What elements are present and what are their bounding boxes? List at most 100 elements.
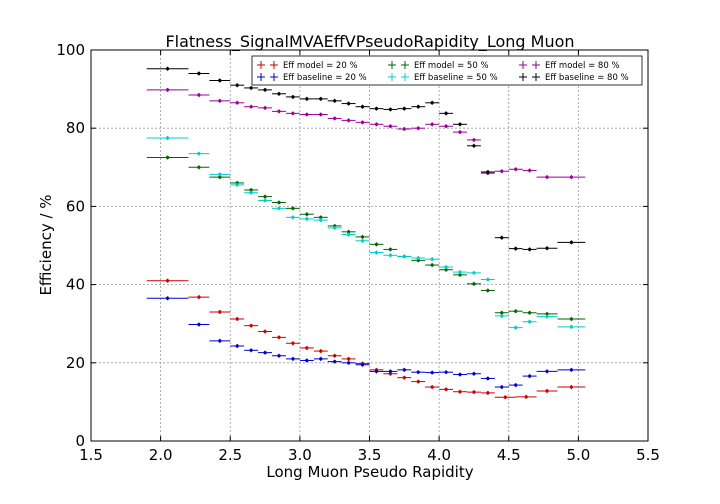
data-point <box>230 100 245 105</box>
point-marker <box>388 124 392 128</box>
point-marker <box>569 175 574 179</box>
data-point <box>397 106 412 111</box>
x-axis-title: Long Muon Pseudo Rapidity <box>266 463 473 481</box>
point-marker <box>263 198 267 203</box>
data-point <box>188 151 210 156</box>
data-point <box>188 92 210 97</box>
data-point <box>285 111 300 116</box>
point-marker <box>500 311 504 315</box>
point-marker <box>263 329 267 334</box>
data-point <box>230 317 245 322</box>
data-point <box>508 167 523 172</box>
point-marker <box>165 67 170 71</box>
point-marker <box>416 370 420 374</box>
point-marker <box>333 360 337 364</box>
point-marker <box>458 130 462 134</box>
data-point <box>480 390 495 395</box>
point-marker <box>277 206 281 210</box>
point-marker <box>291 206 295 210</box>
point-marker <box>416 258 420 262</box>
point-marker <box>277 200 281 205</box>
data-point <box>522 310 537 315</box>
point-marker <box>197 322 201 327</box>
point-marker <box>197 71 201 76</box>
data-point <box>439 370 454 375</box>
data-point <box>515 394 537 399</box>
data-point <box>494 235 509 240</box>
data-point <box>494 385 509 390</box>
data-point <box>522 247 537 252</box>
data-point <box>397 126 412 131</box>
x-tick-label: 4.0 <box>427 446 451 464</box>
point-marker <box>528 311 532 315</box>
point-marker <box>165 279 170 283</box>
data-point <box>355 362 370 367</box>
point-marker <box>319 349 323 353</box>
point-marker <box>291 215 295 219</box>
data-point <box>244 323 259 328</box>
point-marker <box>305 346 309 350</box>
point-marker <box>165 155 170 160</box>
point-marker <box>514 326 518 330</box>
axis-ticks: 1.5 2.0 2.5 3.0 3.5 4.0 4.5 5.0 5.5 0 20 40 60 80 100 <box>56 41 660 464</box>
data-point <box>230 83 245 88</box>
data-point <box>272 335 286 340</box>
data-point <box>397 254 412 259</box>
point-marker <box>305 217 309 221</box>
point-marker <box>347 101 351 106</box>
point-marker <box>416 105 420 109</box>
data-point <box>299 112 314 117</box>
data-point <box>480 277 495 282</box>
data-point <box>453 389 467 394</box>
data-point <box>299 96 314 101</box>
point-marker <box>472 144 476 148</box>
data-point <box>453 372 467 377</box>
point-marker <box>569 368 574 372</box>
data-point <box>536 311 558 316</box>
point-marker <box>263 195 267 199</box>
point-marker <box>165 88 170 92</box>
point-marker <box>545 369 549 374</box>
data-point <box>439 265 454 270</box>
data-point <box>536 246 558 251</box>
point-marker <box>360 235 365 239</box>
data-point <box>397 375 412 380</box>
data-point <box>425 385 440 390</box>
series-2 <box>146 296 586 390</box>
point-marker <box>305 97 309 101</box>
point-marker <box>305 358 309 363</box>
data-point <box>244 85 259 90</box>
data-point <box>411 379 426 384</box>
point-marker <box>388 107 392 112</box>
y-tick-label: 60 <box>66 197 85 215</box>
data-point <box>299 216 314 221</box>
legend: Eff model = 20 % Eff baseline = 20 % Eff m… <box>251 55 643 86</box>
point-marker <box>444 111 448 115</box>
point-marker <box>500 385 504 389</box>
point-marker <box>374 122 379 126</box>
point-marker <box>402 376 406 380</box>
data-point <box>425 370 440 375</box>
point-marker <box>486 376 490 381</box>
point-marker <box>374 107 379 111</box>
data-point <box>209 175 231 180</box>
data-point <box>313 112 328 117</box>
point-marker <box>249 86 253 90</box>
point-marker <box>458 270 462 274</box>
point-marker <box>486 277 490 282</box>
data-point <box>188 322 210 327</box>
data-point <box>466 137 481 142</box>
point-marker <box>277 335 281 339</box>
data-point <box>244 190 259 195</box>
data-point <box>355 234 370 239</box>
data-point <box>480 376 495 381</box>
point-marker <box>472 390 476 394</box>
data-point <box>272 91 286 96</box>
data-point <box>480 288 495 293</box>
data-point <box>209 172 231 177</box>
data-point <box>369 106 384 111</box>
data-point <box>209 309 231 314</box>
point-marker <box>305 112 309 117</box>
point-marker <box>218 339 222 343</box>
data-point <box>466 281 481 286</box>
